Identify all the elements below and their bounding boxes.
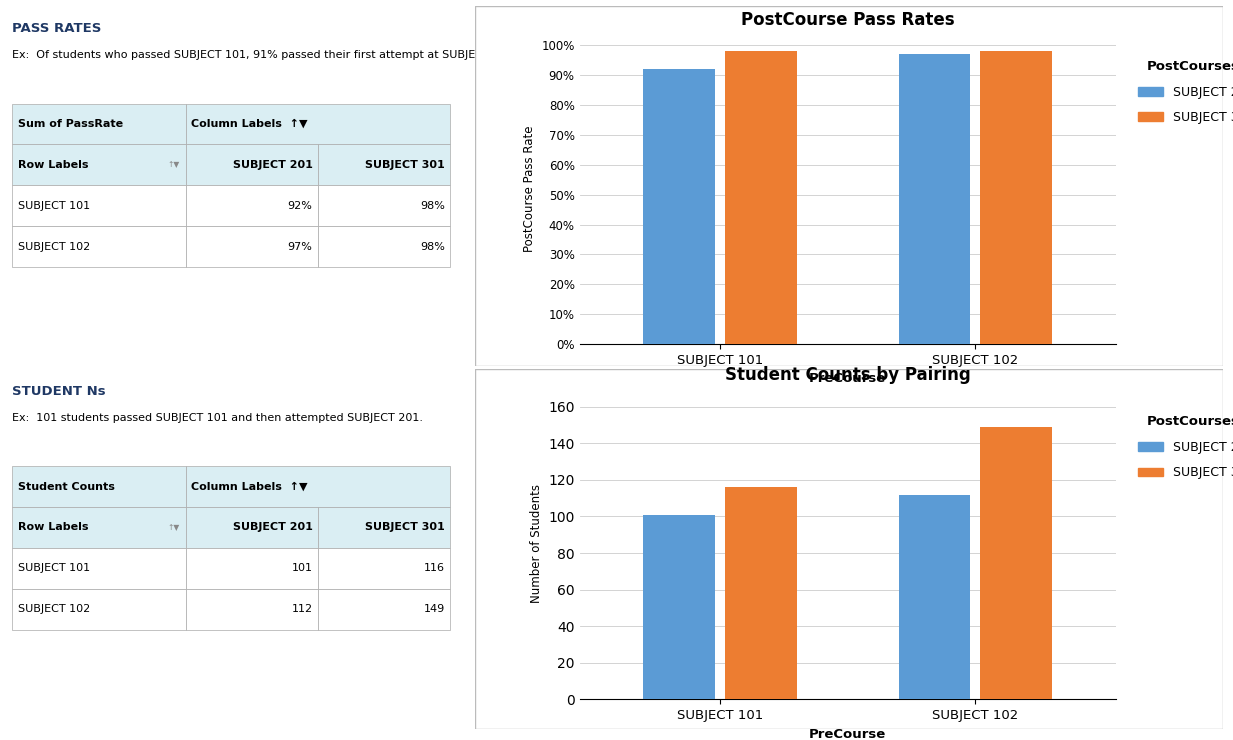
Text: SUBJECT 102: SUBJECT 102 (17, 241, 90, 252)
Bar (12, 589, 186, 630)
Text: SUBJECT 101: SUBJECT 101 (17, 563, 90, 574)
Text: 98%: 98% (420, 241, 445, 252)
Bar (12, 226, 186, 267)
Bar (12, 144, 186, 185)
Text: SUBJECT 301: SUBJECT 301 (365, 160, 445, 170)
Text: ↑▼: ↑▼ (168, 523, 180, 532)
Text: Ex:  101 students passed SUBJECT 101 and then attempted SUBJECT 201.: Ex: 101 students passed SUBJECT 101 and … (12, 413, 423, 423)
Text: Column Labels  ↑▼: Column Labels ↑▼ (191, 119, 308, 129)
Bar (186, 144, 318, 185)
Legend: SUBJECT 201, SUBJECT 301: SUBJECT 201, SUBJECT 301 (1133, 55, 1233, 129)
Bar (980, 51, 1052, 344)
Text: 116: 116 (424, 563, 445, 574)
Bar (980, 427, 1052, 699)
Text: SUBJECT 102: SUBJECT 102 (17, 604, 90, 614)
Text: Sum of PassRate: Sum of PassRate (17, 119, 123, 129)
Bar (725, 487, 797, 699)
Text: Column Labels  ↑▼: Column Labels ↑▼ (191, 482, 308, 491)
Bar (186, 466, 450, 507)
Text: SUBJECT 101: SUBJECT 101 (17, 201, 90, 211)
Text: PASS RATES: PASS RATES (12, 22, 101, 35)
Bar (725, 51, 797, 344)
Text: SUBJECT 301: SUBJECT 301 (365, 522, 445, 533)
Bar (318, 507, 450, 548)
Bar (186, 185, 318, 226)
X-axis label: PreCourse: PreCourse (809, 727, 887, 740)
Bar (318, 226, 450, 267)
Text: 101: 101 (291, 563, 312, 574)
Title: PostCourse Pass Rates: PostCourse Pass Rates (741, 11, 954, 29)
Bar (186, 226, 318, 267)
Y-axis label: PostCourse Pass Rate: PostCourse Pass Rate (523, 126, 535, 252)
Bar (12, 548, 186, 589)
Text: Row Labels: Row Labels (17, 160, 89, 170)
Text: ↑▼: ↑▼ (168, 161, 180, 169)
Bar (12, 466, 186, 507)
Bar (186, 548, 318, 589)
Text: 92%: 92% (287, 201, 312, 211)
X-axis label: PreCourse: PreCourse (809, 372, 887, 386)
Bar (644, 514, 715, 699)
Bar (12, 185, 186, 226)
Bar (318, 144, 450, 185)
Bar (899, 494, 970, 699)
Bar (12, 104, 186, 144)
Text: SUBJECT 201: SUBJECT 201 (233, 522, 312, 533)
Y-axis label: Number of Students: Number of Students (530, 485, 543, 603)
Text: 112: 112 (291, 604, 312, 614)
Bar (318, 185, 450, 226)
Bar (318, 589, 450, 630)
Bar (12, 507, 186, 548)
Text: SUBJECT 201: SUBJECT 201 (233, 160, 312, 170)
Legend: SUBJECT 201, SUBJECT 301: SUBJECT 201, SUBJECT 301 (1133, 410, 1233, 484)
Text: Student Counts: Student Counts (17, 482, 115, 491)
Text: STUDENT Ns: STUDENT Ns (12, 385, 106, 397)
Bar (899, 54, 970, 344)
Bar (644, 69, 715, 344)
Text: Ex:  Of students who passed SUBJECT 101, 91% passed their first attempt at SUBJE: Ex: Of students who passed SUBJECT 101, … (12, 50, 518, 61)
Text: 98%: 98% (420, 201, 445, 211)
Text: 149: 149 (424, 604, 445, 614)
Bar (186, 507, 318, 548)
Title: Student Counts by Pairing: Student Counts by Pairing (725, 366, 970, 384)
Text: 97%: 97% (287, 241, 312, 252)
Bar (186, 589, 318, 630)
Bar (318, 548, 450, 589)
Text: Row Labels: Row Labels (17, 522, 89, 533)
Bar (186, 104, 450, 144)
